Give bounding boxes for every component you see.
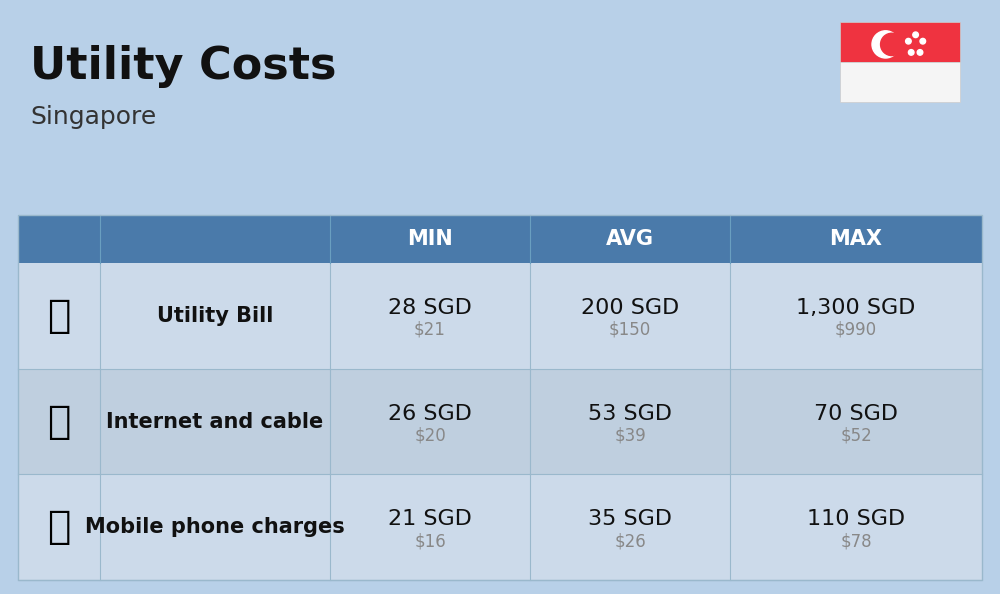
Text: 53 SGD: 53 SGD <box>588 403 672 424</box>
Text: Mobile phone charges: Mobile phone charges <box>85 517 345 537</box>
Bar <box>840 22 960 62</box>
Bar <box>18 475 982 580</box>
Circle shape <box>913 32 918 37</box>
Circle shape <box>920 39 926 44</box>
Text: 70 SGD: 70 SGD <box>814 403 898 424</box>
Text: $39: $39 <box>614 426 646 444</box>
Bar <box>18 263 982 369</box>
Circle shape <box>872 31 899 58</box>
Text: $52: $52 <box>840 426 872 444</box>
Text: 200 SGD: 200 SGD <box>581 298 679 318</box>
Text: 26 SGD: 26 SGD <box>388 403 472 424</box>
Text: $990: $990 <box>835 321 877 339</box>
Text: $26: $26 <box>614 532 646 550</box>
Text: Utility Costs: Utility Costs <box>30 45 336 88</box>
Text: 🔌: 🔌 <box>47 297 71 335</box>
Text: 21 SGD: 21 SGD <box>388 509 472 529</box>
Text: Singapore: Singapore <box>30 105 156 129</box>
Circle shape <box>881 33 903 56</box>
Bar <box>18 215 982 580</box>
Text: 35 SGD: 35 SGD <box>588 509 672 529</box>
Text: $20: $20 <box>414 426 446 444</box>
Circle shape <box>917 50 923 55</box>
Circle shape <box>906 39 911 44</box>
Text: 1,300 SGD: 1,300 SGD <box>796 298 916 318</box>
Text: $150: $150 <box>609 321 651 339</box>
Text: Internet and cable: Internet and cable <box>106 412 324 431</box>
Text: MAX: MAX <box>830 229 883 249</box>
Circle shape <box>908 50 914 55</box>
Text: $16: $16 <box>414 532 446 550</box>
Bar <box>18 369 982 475</box>
Text: 📡: 📡 <box>47 403 71 441</box>
Text: Utility Bill: Utility Bill <box>157 306 273 326</box>
Text: 28 SGD: 28 SGD <box>388 298 472 318</box>
Text: $21: $21 <box>414 321 446 339</box>
Text: 📱: 📱 <box>47 508 71 546</box>
Text: $78: $78 <box>840 532 872 550</box>
Text: MIN: MIN <box>407 229 453 249</box>
Text: AVG: AVG <box>606 229 654 249</box>
Text: 110 SGD: 110 SGD <box>807 509 905 529</box>
Bar <box>18 215 982 263</box>
Bar <box>840 62 960 102</box>
